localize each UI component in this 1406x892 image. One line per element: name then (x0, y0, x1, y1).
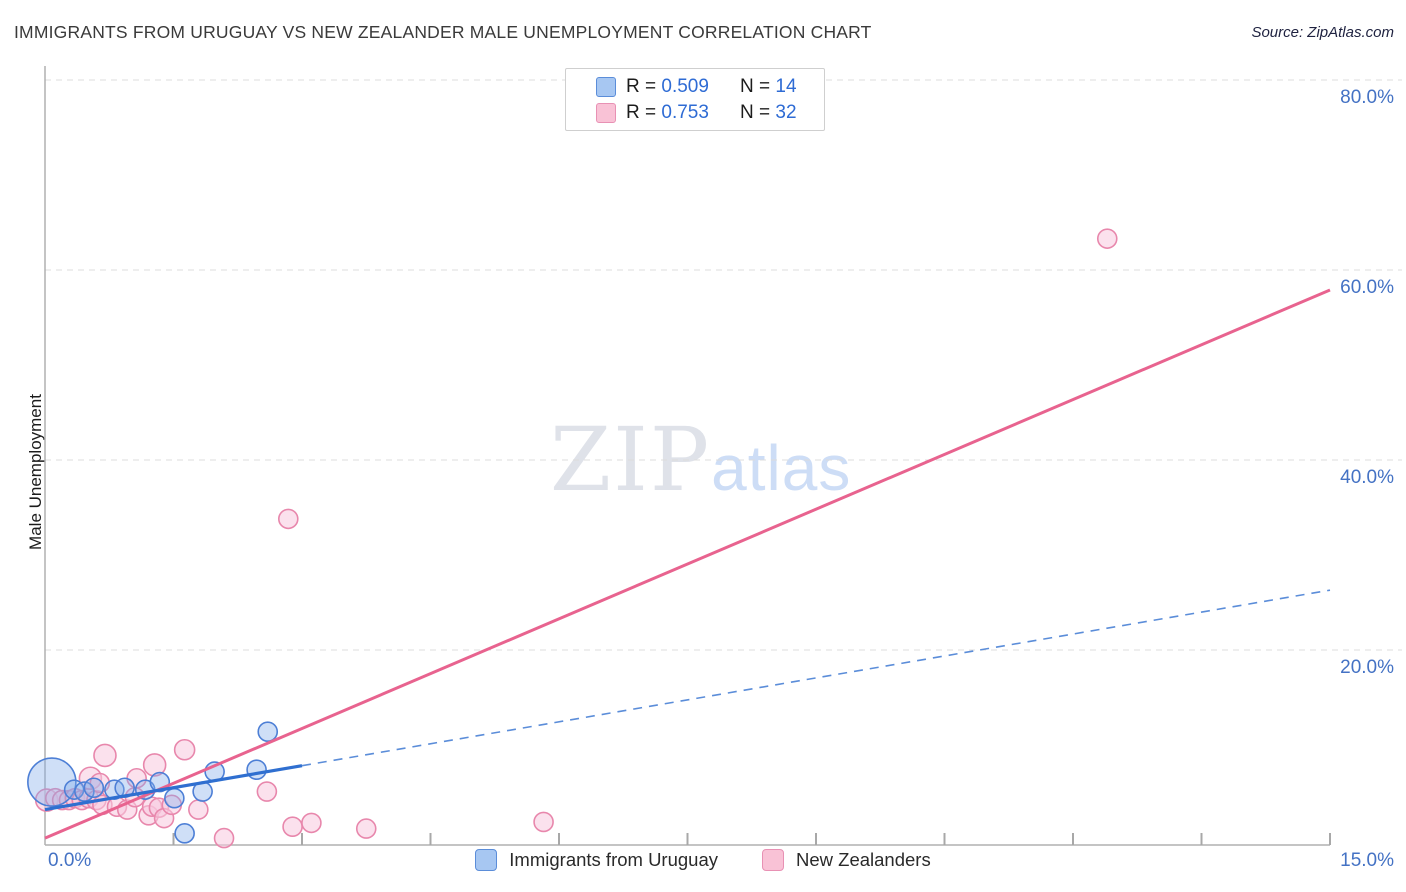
n-label: N = (740, 75, 776, 97)
data-point-uruguay (164, 787, 185, 809)
trend-line-uruguay-solid (44, 764, 303, 812)
nz-legend-label: New Zealanders (796, 849, 931, 870)
data-point-uruguay (257, 721, 279, 743)
data-point-nz (213, 827, 235, 849)
nz-legend-swatch-icon (762, 849, 784, 871)
n-label: N = (740, 101, 776, 123)
legend-item-uruguay: Immigrants from Uruguay (475, 849, 718, 871)
data-point-nz (142, 753, 167, 777)
series-legend: Immigrants from Uruguay New Zealanders (0, 849, 1406, 871)
data-point-nz (277, 508, 299, 530)
legend-row-uruguay: R = 0.509 N = 14 (596, 76, 824, 98)
data-point-nz (301, 812, 322, 834)
r-value-nz: 0.753 (661, 101, 709, 123)
data-point-uruguay (63, 779, 85, 800)
r-label: R = (626, 101, 662, 123)
data-point-nz (188, 799, 209, 820)
trend-line-nz (44, 288, 1331, 840)
data-point-nz (93, 743, 117, 768)
data-point-uruguay (27, 757, 77, 807)
data-point-nz (256, 781, 278, 802)
uruguay-legend-swatch-icon (475, 849, 498, 871)
data-point-nz (355, 818, 377, 839)
trend-line-uruguay-projection (301, 589, 1331, 767)
x-axis-max-label: 15.0% (1340, 850, 1394, 871)
nz-swatch-icon (596, 102, 616, 123)
correlation-legend-box: R = 0.509 N = 14 R = 0.753 N = 32 (565, 68, 825, 131)
source-attribution: Source: ZipAtlas.com (1251, 24, 1394, 41)
chart-title: IMMIGRANTS FROM URUGUAY VS NEW ZEALANDER… (14, 22, 872, 42)
uruguay-swatch-icon (596, 76, 616, 97)
data-point-nz (1096, 228, 1118, 249)
data-point-uruguay (83, 777, 105, 799)
x-axis-min-label: 0.0% (48, 850, 92, 871)
data-point-uruguay (174, 823, 195, 844)
legend-item-nz: New Zealanders (762, 849, 931, 871)
r-label: R = (626, 75, 662, 97)
uruguay-legend-label: Immigrants from Uruguay (509, 849, 718, 870)
y-tick-label-60: 60.0% (1340, 277, 1394, 298)
legend-row-nz: R = 0.753 N = 32 (596, 102, 824, 124)
y-tick-label-80: 80.0% (1340, 87, 1394, 108)
data-point-nz (173, 738, 196, 761)
y-tick-label-40: 40.0% (1340, 467, 1394, 488)
n-value-uruguay: 14 (775, 75, 797, 97)
r-value-uruguay: 0.509 (661, 75, 709, 97)
data-point-nz (533, 811, 554, 833)
data-point-uruguay (246, 759, 267, 781)
data-point-nz (282, 816, 303, 838)
n-value-nz: 32 (775, 101, 797, 123)
y-tick-label-20: 20.0% (1340, 657, 1394, 678)
